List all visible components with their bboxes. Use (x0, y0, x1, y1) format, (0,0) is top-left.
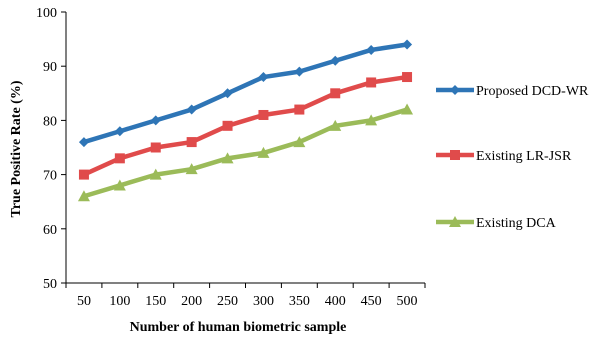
x-tick-label: 400 (325, 294, 346, 309)
y-tick-label: 90 (43, 60, 57, 75)
x-tick-label: 50 (77, 294, 91, 309)
y-tick-label: 100 (36, 6, 57, 21)
legend-item: Proposed DCD-WR (436, 84, 589, 99)
data-point (114, 153, 125, 164)
data-point (186, 104, 197, 115)
x-axis-ticks: 50 100 150 200 250 300 350 400 450 500 (65, 283, 426, 309)
series-2 (78, 72, 413, 180)
data-point (77, 190, 90, 202)
data-point (365, 114, 378, 126)
x-tick-label: 450 (361, 294, 382, 309)
data-point (78, 137, 89, 148)
x-tick-label: 350 (289, 294, 310, 309)
data-point (221, 152, 234, 164)
legend-label: Existing LR-JSR (476, 149, 572, 164)
data-point (150, 142, 161, 153)
series-layer (77, 39, 414, 202)
y-tick-label: 60 (43, 223, 57, 238)
legend-label: Proposed DCD-WR (476, 84, 589, 99)
data-point (149, 168, 162, 180)
data-point (150, 115, 161, 126)
x-axis-title: Number of human biometric sample (130, 320, 347, 335)
legend-marker (449, 216, 461, 227)
y-tick-label: 80 (43, 114, 57, 129)
data-point (330, 55, 341, 66)
legend-item: Existing LR-JSR (436, 149, 572, 164)
data-point (401, 103, 414, 115)
x-tick-label: 200 (181, 294, 202, 309)
x-tick-label: 500 (397, 294, 418, 309)
data-point (222, 120, 233, 131)
data-point (114, 126, 125, 137)
data-point (258, 72, 269, 83)
x-tick-label: 250 (217, 294, 238, 309)
series-1 (78, 39, 413, 148)
data-point (330, 88, 341, 99)
series-line (83, 74, 408, 177)
legend: Proposed DCD-WR Existing LR-JSR Existing D… (436, 84, 589, 231)
data-point (293, 136, 306, 148)
series-line (83, 42, 408, 145)
data-point (222, 88, 233, 99)
data-point (78, 169, 89, 180)
y-tick-label: 70 (43, 169, 57, 184)
legend-marker (450, 150, 460, 160)
y-axis-title: True Positive Rate (%) (9, 80, 24, 217)
data-point (366, 44, 377, 55)
data-point (257, 146, 270, 158)
legend-label: Existing DCA (476, 216, 557, 231)
y-tick-label: 50 (43, 277, 57, 292)
legend-item: Existing DCA (436, 216, 557, 231)
y-axis-ticks: 50 60 70 80 90 100 (36, 6, 66, 292)
data-point (294, 66, 305, 77)
data-point (113, 179, 126, 191)
series-line (83, 107, 408, 199)
data-point (402, 39, 413, 50)
x-tick-label: 150 (145, 294, 166, 309)
data-point (366, 77, 377, 88)
data-point (258, 109, 269, 120)
data-point (402, 72, 413, 83)
x-tick-label: 300 (253, 294, 274, 309)
legend-marker (450, 85, 460, 95)
data-point (186, 137, 197, 148)
x-tick-label: 100 (109, 294, 130, 309)
data-point (329, 119, 342, 131)
series-3 (77, 103, 414, 202)
data-point (294, 104, 305, 115)
data-point (185, 163, 198, 175)
